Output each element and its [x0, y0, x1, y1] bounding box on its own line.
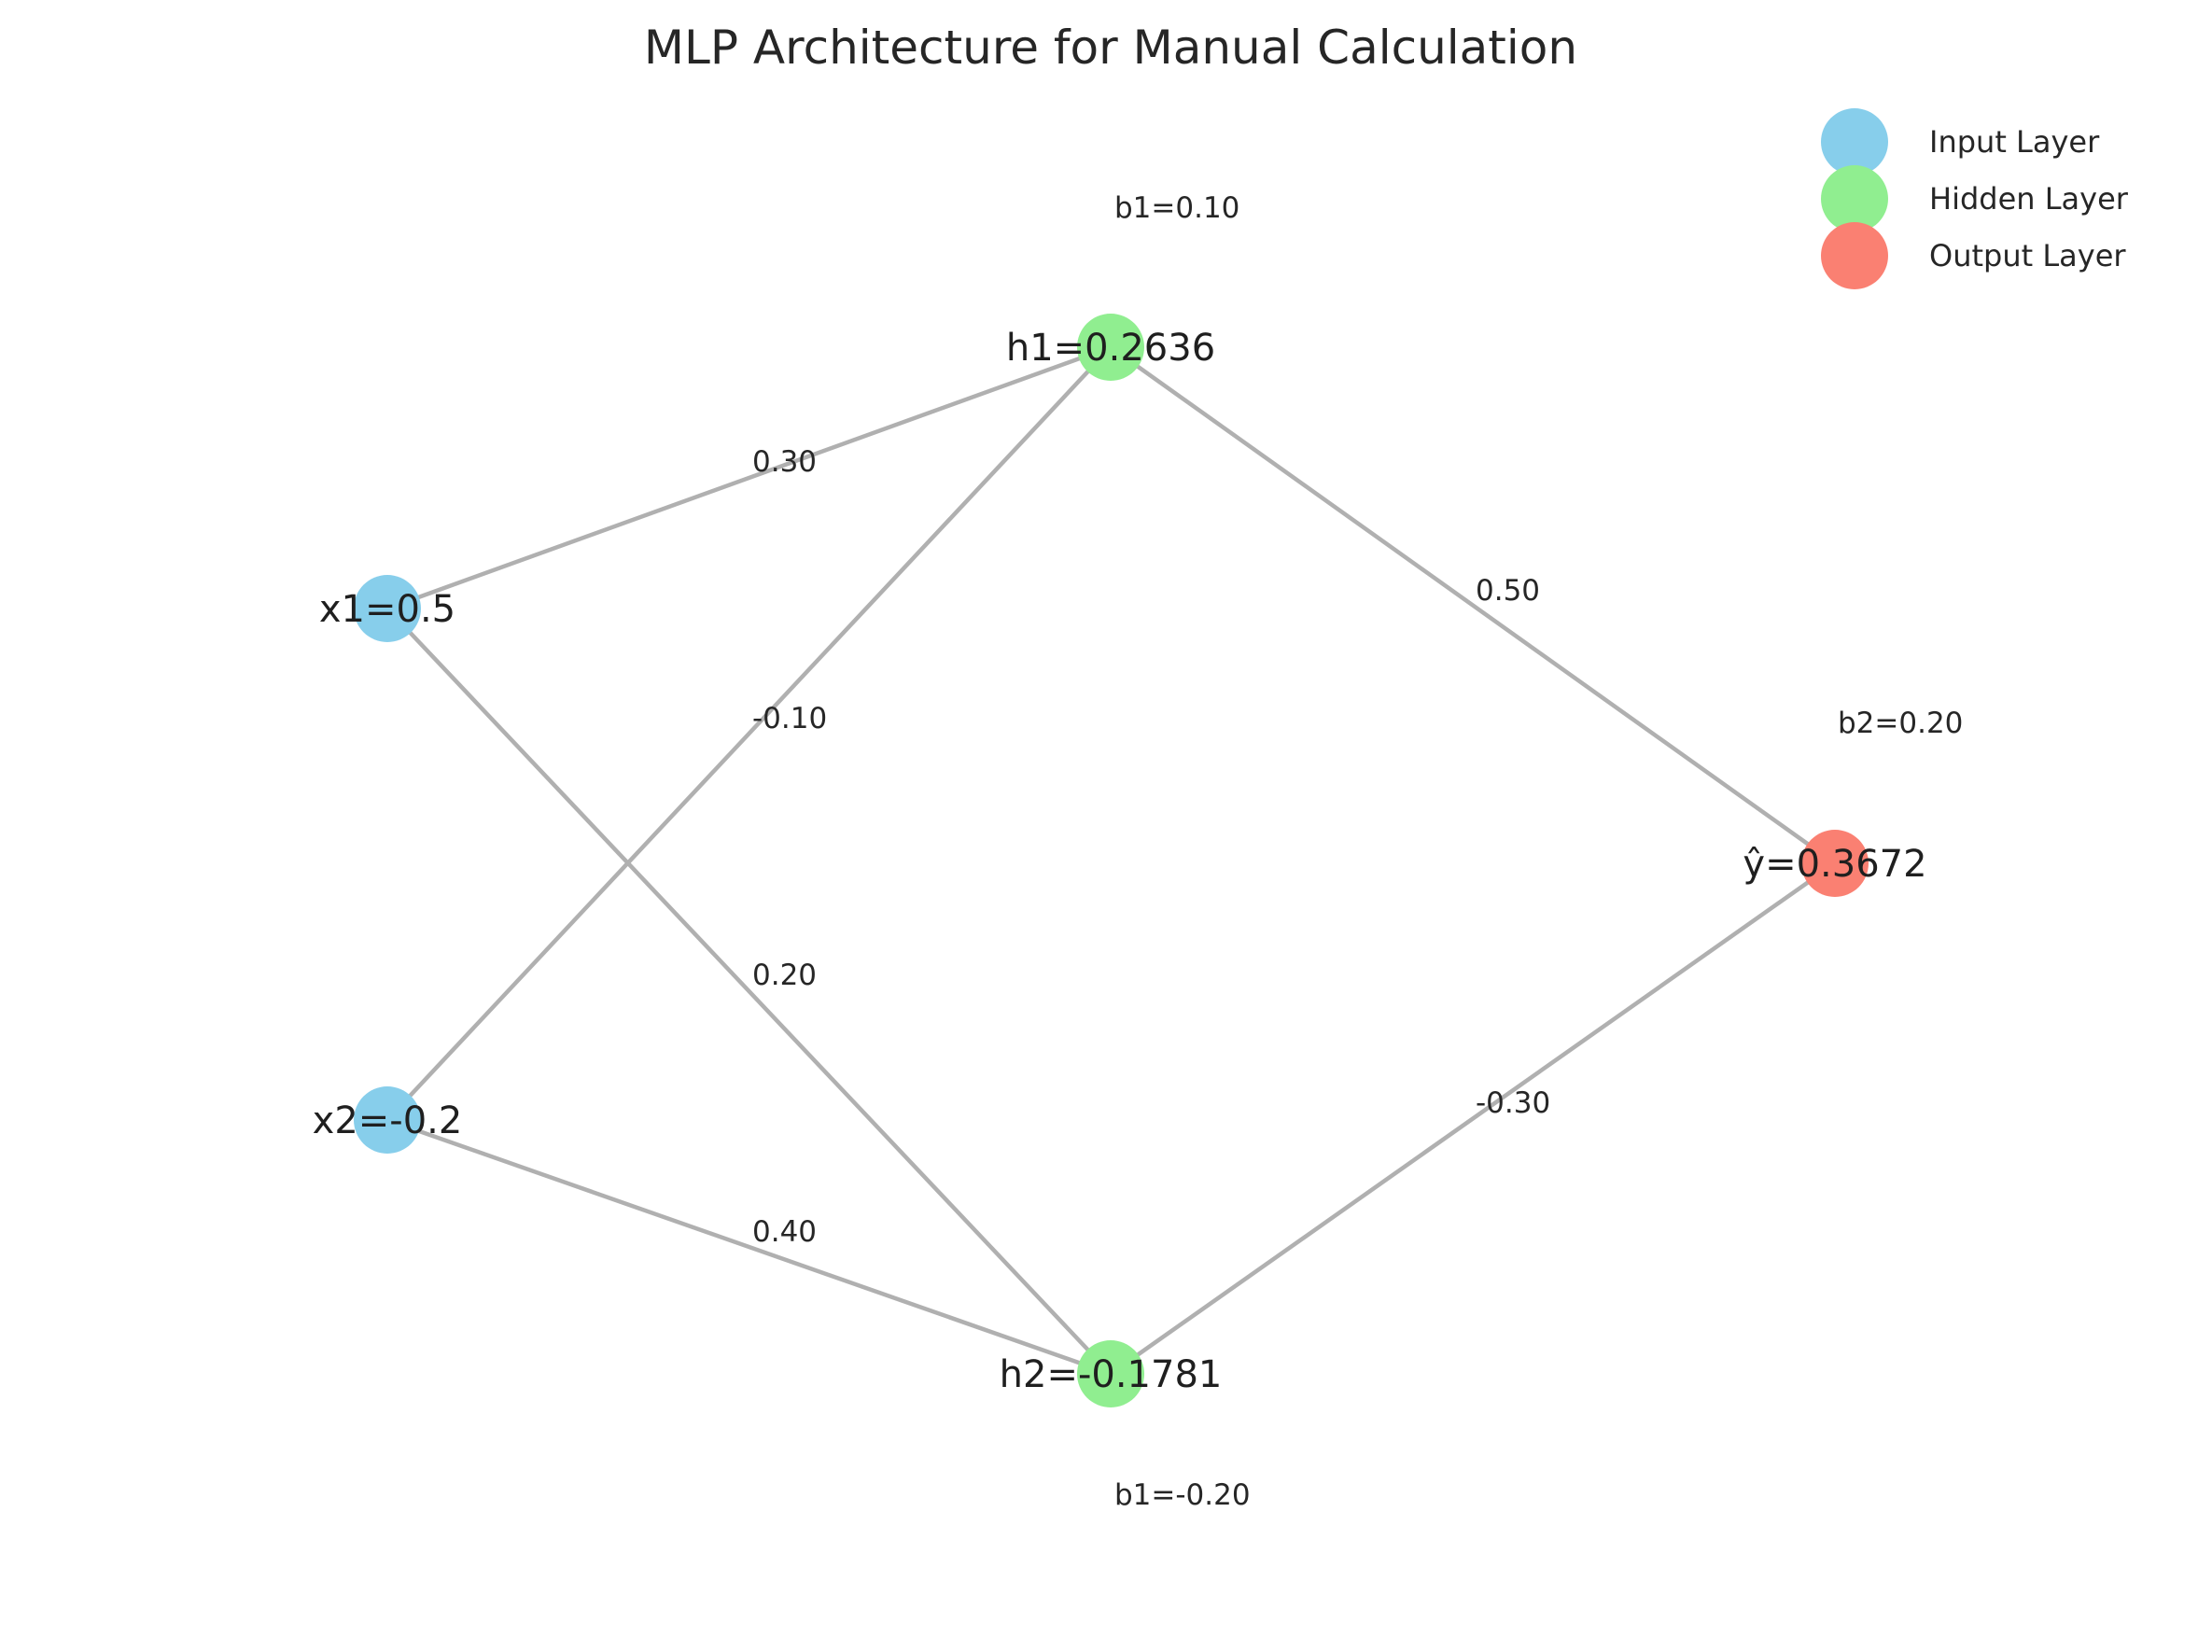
node-x2 — [354, 1086, 421, 1154]
legend-marker-output — [1821, 222, 1888, 289]
weight-label-h1-y: 0.50 — [1476, 574, 1540, 608]
weight-label-x2-h2: 0.40 — [752, 1215, 817, 1249]
bias-label-y: b2=0.20 — [1838, 707, 1963, 740]
edge-x2-h2 — [386, 1117, 1112, 1377]
node-label-h2: h2=-0.1781 — [1000, 1353, 1223, 1396]
weight-label-x2-h1: -0.10 — [752, 702, 827, 735]
node-label-y: ŷ=0.3672 — [1743, 843, 1926, 886]
legend-label-input: Input Layer — [1929, 124, 2100, 160]
node-label-x1: x1=0.5 — [319, 588, 455, 631]
labels-layer: 0.30 0.20 -0.10 0.40 0.50 -0.30 x1=0.5 x2=-0.2 h… — [313, 191, 1964, 1512]
edge-x1-h2 — [385, 607, 1113, 1376]
node-y — [1801, 830, 1869, 897]
legend: Input Layer Hidden Layer Output Layer — [1821, 108, 2129, 289]
bias-label-h2: b1=-0.20 — [1114, 1478, 1251, 1512]
edges-layer — [385, 344, 1837, 1377]
edge-h1-y — [1109, 345, 1837, 865]
legend-marker-input — [1821, 108, 1888, 175]
node-h2 — [1077, 1340, 1144, 1407]
node-x1 — [354, 575, 421, 642]
edge-x1-h1 — [386, 344, 1112, 611]
node-h1 — [1077, 314, 1144, 381]
legend-label-hidden: Hidden Layer — [1929, 181, 2129, 217]
legend-marker-hidden — [1821, 165, 1888, 232]
edge-x2-h1 — [385, 345, 1113, 1122]
diagram-title: MLP Architecture for Manual Calculation — [644, 21, 1577, 75]
weight-label-h2-y: -0.30 — [1476, 1086, 1550, 1120]
bias-label-h1: b1=0.10 — [1114, 191, 1239, 225]
legend-label-output: Output Layer — [1929, 238, 2126, 273]
nodes-layer — [354, 314, 1869, 1407]
weight-label-x1-h2: 0.20 — [752, 959, 817, 992]
node-label-h1: h1=0.2636 — [1006, 327, 1215, 370]
node-label-x2: x2=-0.2 — [313, 1099, 463, 1142]
edge-h2-y — [1109, 861, 1837, 1376]
weight-label-x1-h1: 0.30 — [752, 445, 817, 479]
